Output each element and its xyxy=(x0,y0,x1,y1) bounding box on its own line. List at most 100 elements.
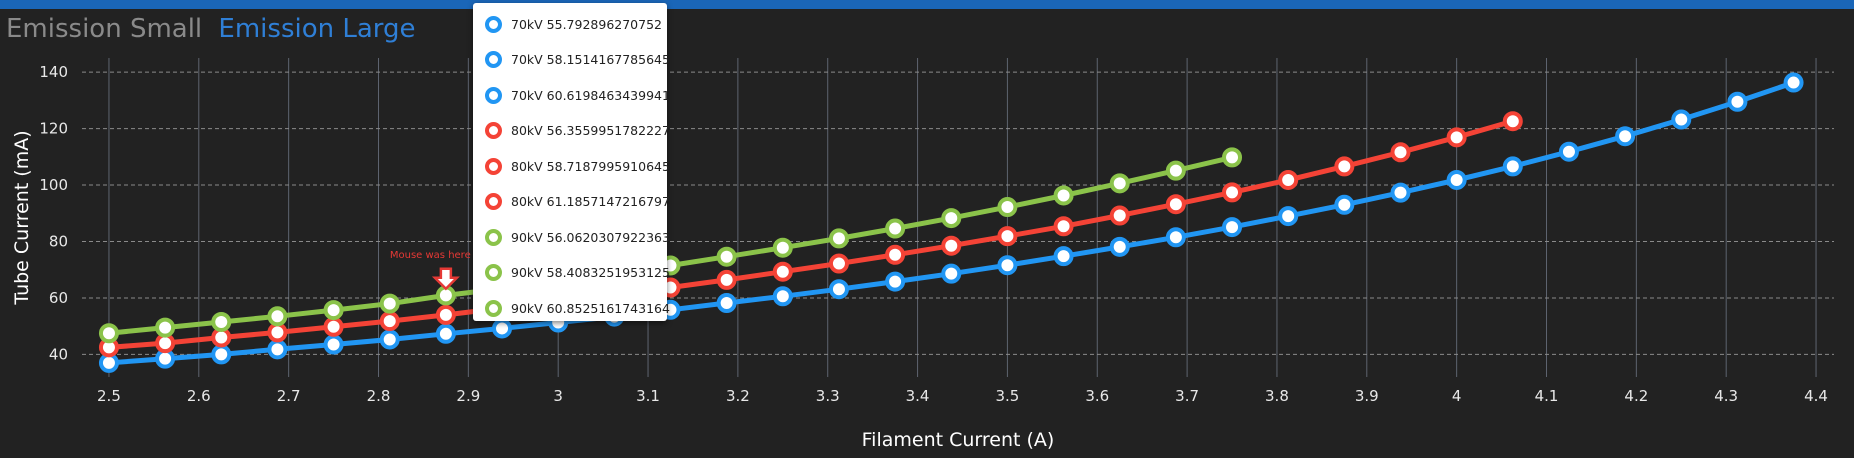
data-point[interactable] xyxy=(941,208,962,229)
data-point[interactable] xyxy=(1558,141,1579,162)
series-marker-icon xyxy=(485,299,502,317)
tooltip-item: 90kV 60.8525161743164 xyxy=(485,298,670,318)
x-tick-label: 3.2 xyxy=(726,387,750,405)
data-point[interactable] xyxy=(211,311,232,332)
x-tick-label: 4.2 xyxy=(1624,387,1648,405)
tooltip-item-label: 70kV 55.792896270752 xyxy=(511,16,662,32)
data-point[interactable] xyxy=(267,322,288,343)
data-point[interactable] xyxy=(1165,227,1186,248)
y-tick-label: 80 xyxy=(49,232,68,250)
data-point[interactable] xyxy=(716,246,737,267)
data-point[interactable] xyxy=(1334,194,1355,215)
data-point[interactable] xyxy=(1727,91,1748,112)
series-marker-icon xyxy=(485,86,502,104)
tab-emission-small[interactable]: Emission Small xyxy=(6,14,203,44)
data-point[interactable] xyxy=(772,261,793,282)
data-point[interactable] xyxy=(1390,182,1411,203)
x-tick-label: 4.4 xyxy=(1804,387,1828,405)
series-marker-icon xyxy=(485,51,502,68)
tooltip-item: 80kV 58.7187995910645 xyxy=(485,156,670,176)
data-point[interactable] xyxy=(1502,111,1523,132)
x-tick-label: 2.7 xyxy=(277,387,301,405)
data-point[interactable] xyxy=(1165,160,1186,181)
tooltip-item: 90kV 56.0620307922363 xyxy=(485,227,670,247)
tooltip-item: 90kV 58.4083251953125 xyxy=(485,263,670,283)
data-point[interactable] xyxy=(323,316,344,337)
x-tick-label: 3.8 xyxy=(1265,387,1289,405)
data-point[interactable] xyxy=(1783,72,1804,93)
series-marker-icon xyxy=(485,122,502,139)
x-tick-label: 2.5 xyxy=(97,387,121,405)
tooltip-item: 70kV 60.6198463439941 xyxy=(485,85,670,105)
data-point[interactable] xyxy=(211,344,232,365)
x-tick-label: 2.6 xyxy=(187,387,211,405)
data-point[interactable] xyxy=(1615,126,1636,147)
data-point[interactable] xyxy=(435,304,456,325)
data-point[interactable] xyxy=(379,293,400,314)
data-point[interactable] xyxy=(1222,217,1243,238)
data-point[interactable] xyxy=(323,300,344,321)
data-point[interactable] xyxy=(772,286,793,307)
x-tick-label: 2.9 xyxy=(456,387,480,405)
data-point[interactable] xyxy=(379,311,400,332)
data-point[interactable] xyxy=(885,244,906,265)
chart-tabs: Emission Small Emission Large xyxy=(6,14,424,44)
data-point[interactable] xyxy=(1278,206,1299,227)
data-point[interactable] xyxy=(1109,173,1130,194)
data-point[interactable] xyxy=(1446,169,1467,190)
data-point[interactable] xyxy=(885,271,906,292)
x-tick-label: 4.1 xyxy=(1535,387,1559,405)
tooltip-item: 70kV 58.1514167785645 xyxy=(485,50,670,70)
series-marker-icon xyxy=(485,193,502,210)
data-point[interactable] xyxy=(1222,147,1243,168)
data-point[interactable] xyxy=(941,235,962,256)
data-point[interactable] xyxy=(772,237,793,258)
data-point[interactable] xyxy=(155,317,176,338)
tooltip-item-label: 80kV 56.3559951782227 xyxy=(511,123,670,138)
data-point[interactable] xyxy=(1053,216,1074,237)
data-point[interactable] xyxy=(1109,205,1130,226)
data-point[interactable] xyxy=(323,334,344,355)
data-point[interactable] xyxy=(492,318,513,339)
data-point[interactable] xyxy=(1446,127,1467,148)
data-point[interactable] xyxy=(1053,246,1074,267)
series-marker-icon xyxy=(485,15,502,33)
data-point[interactable] xyxy=(1334,156,1355,177)
data-point[interactable] xyxy=(997,255,1018,276)
x-tick-label: 3.6 xyxy=(1085,387,1109,405)
data-point[interactable] xyxy=(716,293,737,314)
data-point[interactable] xyxy=(828,253,849,274)
data-point[interactable] xyxy=(997,226,1018,247)
y-tick-labels: 40 60 80 100 120 140 xyxy=(39,63,68,363)
data-point[interactable] xyxy=(98,323,119,344)
x-tick-label: 3.4 xyxy=(906,387,930,405)
y-axis-label: Tube Current (mA) xyxy=(11,130,33,305)
data-point[interactable] xyxy=(997,197,1018,218)
data-point[interactable] xyxy=(885,218,906,239)
data-point[interactable] xyxy=(941,263,962,284)
data-point[interactable] xyxy=(1671,109,1692,130)
x-tick-labels: 2.5 2.6 2.7 2.8 2.9 3 3.1 3.2 3.3 3.4 3.5 3.6 3.7 3.8… xyxy=(97,387,1828,405)
data-point[interactable] xyxy=(1390,142,1411,163)
data-point[interactable] xyxy=(267,339,288,360)
tooltip-item: 80kV 61.1857147216797 xyxy=(485,192,670,212)
data-point[interactable] xyxy=(267,306,288,327)
x-axis-label: Filament Current (A) xyxy=(862,429,1055,451)
tab-emission-large[interactable]: Emission Large xyxy=(218,14,416,44)
data-point[interactable] xyxy=(1165,194,1186,215)
data-point[interactable] xyxy=(1278,169,1299,190)
x-tick-label: 3.9 xyxy=(1355,387,1379,405)
data-point[interactable] xyxy=(828,279,849,300)
data-point[interactable] xyxy=(379,329,400,350)
data-point[interactable] xyxy=(1502,156,1523,177)
tooltip-item-label: 70kV 60.6198463439941 xyxy=(511,87,670,103)
x-tick-label: 3.5 xyxy=(995,387,1019,405)
data-point[interactable] xyxy=(435,323,456,344)
accent-bar xyxy=(0,0,1854,9)
x-tick-label: 4.3 xyxy=(1714,387,1738,405)
data-point[interactable] xyxy=(1109,236,1130,257)
data-point[interactable] xyxy=(1222,182,1243,203)
data-point[interactable] xyxy=(828,228,849,249)
data-point[interactable] xyxy=(716,269,737,290)
data-point[interactable] xyxy=(1053,185,1074,206)
